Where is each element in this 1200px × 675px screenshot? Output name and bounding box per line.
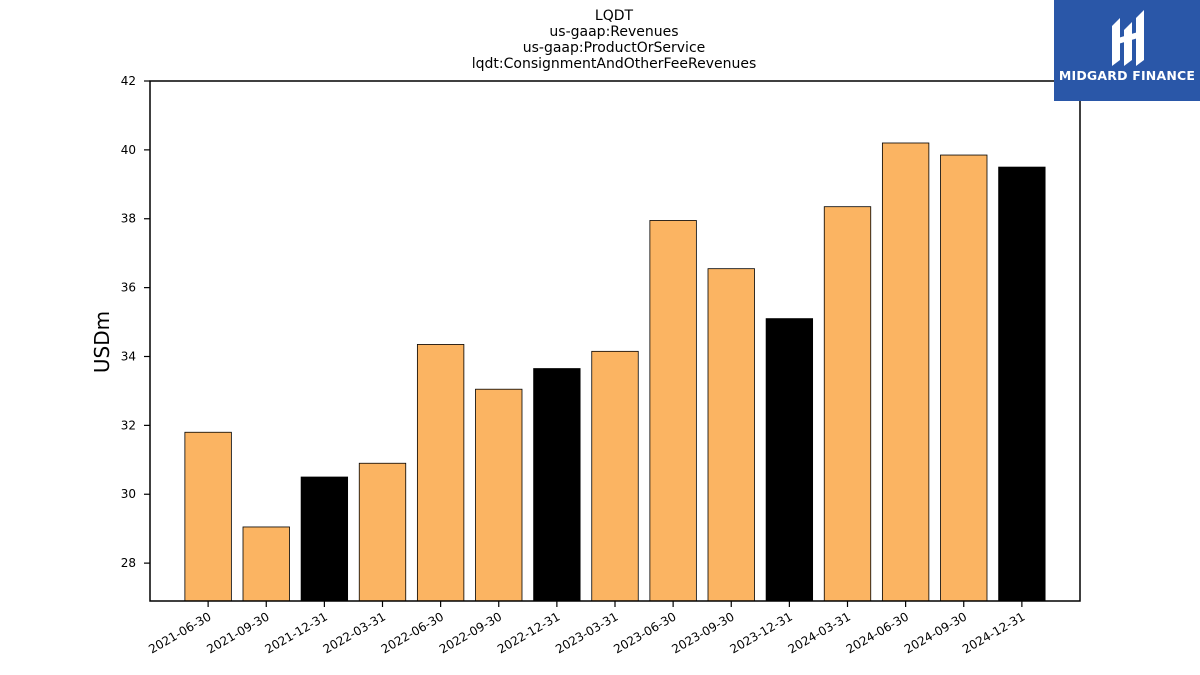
midgard-finance-logo: MIDGARD FINANCE: [1054, 0, 1200, 101]
y-axis-label: USDm: [90, 311, 114, 373]
x-tick-label: 2024-06-30: [844, 609, 911, 656]
x-tick-label: 2024-03-31: [786, 609, 853, 656]
x-tick-label: 2022-12-31: [495, 609, 562, 656]
midgard-logo-icon: [1112, 10, 1144, 66]
x-tick-label: 2023-09-30: [669, 609, 736, 656]
title-line-4: lqdt:ConsignmentAndOtherFeeRevenues: [472, 56, 757, 72]
x-tick-label: 2023-12-31: [727, 609, 794, 656]
title-line-3: us-gaap:ProductOrService: [523, 40, 706, 56]
title-line-2: us-gaap:Revenues: [549, 24, 678, 40]
bar-2024-09-30: [940, 154, 988, 602]
y-axis: 28 30 32 34 36 38 40 42: [121, 74, 150, 570]
x-tick-label: 2024-09-30: [902, 609, 969, 656]
bar-2021-09-30: [242, 526, 290, 602]
bars-group: [184, 142, 1046, 602]
bar-2023-06-30: [649, 220, 697, 602]
bar-2023-03-31: [591, 350, 639, 602]
bar-2021-12-31: [300, 476, 349, 602]
title-line-1: LQDT: [595, 8, 634, 24]
bar-2022-12-31: [533, 368, 581, 602]
x-tick-label: 2023-03-31: [553, 609, 620, 656]
bar-2022-06-30: [416, 344, 465, 602]
x-tick-label: 2021-06-30: [146, 609, 213, 656]
x-tick-label: 2023-06-30: [611, 609, 678, 656]
x-tick-label: 2022-03-31: [321, 609, 388, 656]
x-tick-label: 2021-09-30: [204, 609, 271, 656]
chart-title: LQDT us-gaap:Revenues us-gaap:ProductOrS…: [472, 8, 757, 72]
bar-2024-12-31: [998, 166, 1046, 602]
bar-2022-09-30: [475, 388, 523, 602]
y-tick-label: 34: [121, 349, 136, 363]
logo-text: MIDGARD FINANCE: [1058, 68, 1196, 83]
bar-2021-06-30: [184, 431, 232, 602]
x-tick-label: 2022-06-30: [379, 609, 446, 656]
y-tick-label: 42: [121, 74, 136, 88]
bar-2023-09-30: [707, 268, 755, 602]
x-tick-label: 2021-12-31: [262, 609, 329, 656]
bar-2024-06-30: [881, 142, 930, 602]
y-tick-label: 32: [121, 418, 136, 432]
y-tick-label: 40: [121, 143, 136, 157]
y-tick-label: 28: [121, 556, 136, 570]
bar-2023-12-31: [765, 318, 814, 602]
y-tick-label: 38: [121, 212, 136, 226]
y-tick-label: 30: [121, 487, 136, 501]
x-tick-label: 2022-09-30: [437, 609, 504, 656]
y-tick-label: 36: [121, 281, 136, 295]
bar-2022-03-31: [358, 462, 407, 602]
plot-frame: [149, 80, 1081, 602]
x-tick-label: 2024-12-31: [960, 609, 1027, 656]
bar-2024-03-31: [823, 206, 872, 602]
x-axis: 2021-06-302021-09-302021-12-312022-03-31…: [146, 601, 1027, 656]
